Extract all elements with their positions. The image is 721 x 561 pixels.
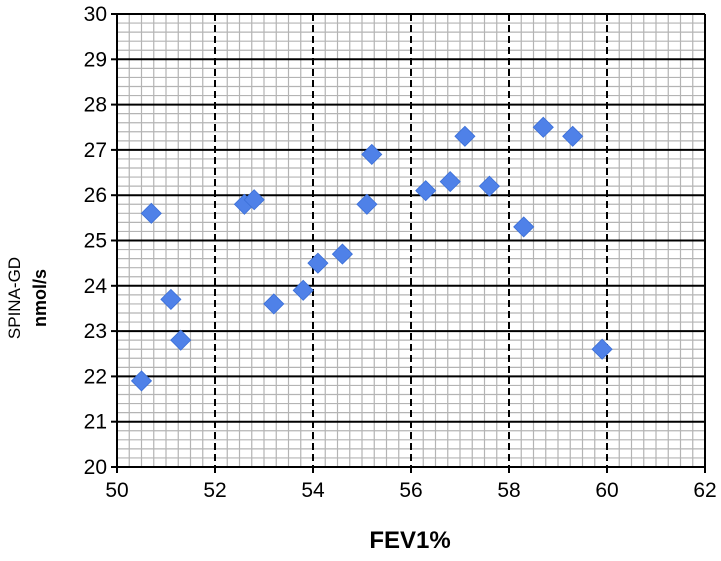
y-tick-label: 24 xyxy=(84,275,108,298)
y-tick-label: 26 xyxy=(84,184,107,207)
data-points xyxy=(130,116,613,392)
x-tick-label: 62 xyxy=(693,479,716,502)
data-point xyxy=(513,216,535,238)
y-axis-label-line1: SPINA-GD xyxy=(5,257,24,339)
x-tick-label: 56 xyxy=(399,479,422,502)
x-axis-label: FEV1% xyxy=(369,527,450,554)
y-axis-label-line2: nmol/s xyxy=(30,269,50,327)
y-axis-unit-label: nmol/s xyxy=(30,269,50,327)
data-point xyxy=(263,293,285,315)
data-point xyxy=(292,279,314,301)
data-point xyxy=(356,193,378,215)
x-tick-label: 50 xyxy=(105,479,128,502)
data-point xyxy=(532,116,554,138)
y-tick-label: 30 xyxy=(84,3,107,26)
plot-axes xyxy=(111,13,706,473)
y-tick-label: 28 xyxy=(84,94,107,117)
data-point xyxy=(331,243,353,265)
data-point xyxy=(439,171,461,193)
data-point xyxy=(307,252,329,274)
data-point xyxy=(415,180,437,202)
data-point xyxy=(160,288,182,310)
data-point xyxy=(591,338,613,360)
data-point xyxy=(562,125,584,147)
x-tick-label: 58 xyxy=(497,479,520,502)
y-tick-label: 20 xyxy=(84,456,107,479)
data-point xyxy=(454,125,476,147)
x-tick-labels: 50 52 54 56 58 60 62 xyxy=(105,479,716,502)
data-point xyxy=(478,175,500,197)
x-tick-label: 60 xyxy=(595,479,618,502)
y-tick-label: 22 xyxy=(84,365,107,388)
data-point xyxy=(243,189,265,211)
data-point xyxy=(170,329,192,351)
y-axis-label: SPINA-GD xyxy=(5,257,24,339)
y-tick-labels: 20 21 22 23 24 25 26 27 28 29 30 xyxy=(84,3,108,479)
y-tick-label: 27 xyxy=(84,139,107,162)
major-gridlines xyxy=(117,13,706,467)
data-point xyxy=(361,143,383,165)
x-tick-label: 52 xyxy=(203,479,226,502)
data-point xyxy=(130,370,153,392)
y-tick-label: 21 xyxy=(84,411,107,434)
x-tick-label: 54 xyxy=(301,479,325,502)
data-point xyxy=(140,202,162,224)
y-tick-label: 23 xyxy=(84,320,107,343)
y-tick-label: 25 xyxy=(84,230,107,253)
y-tick-label: 29 xyxy=(84,48,107,71)
